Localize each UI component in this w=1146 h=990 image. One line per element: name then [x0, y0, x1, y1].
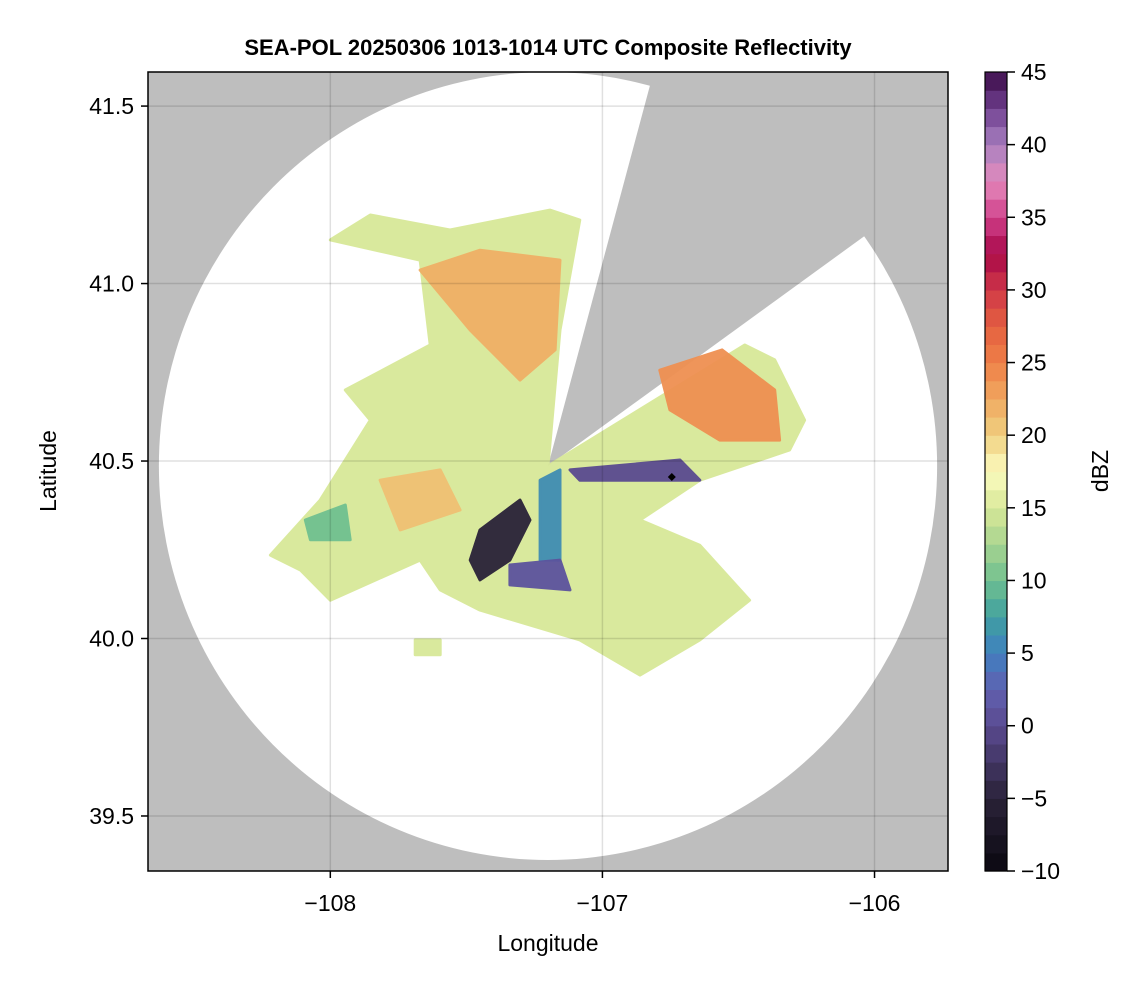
colorbar-tick-label: 30 [1021, 277, 1047, 303]
colorbar-band [985, 108, 1007, 128]
colorbar-band [985, 144, 1007, 164]
colorbar-band [985, 326, 1007, 345]
radar-marker [667, 473, 676, 482]
colorbar-tick-label: 15 [1021, 495, 1047, 521]
y-axis: 39.5 40.0 40.5 41.0 41.5 [89, 93, 148, 829]
colorbar-band [985, 126, 1007, 146]
colorbar-band [985, 852, 1007, 872]
y-tick-label: 40.5 [89, 448, 134, 474]
colorbar-band [985, 598, 1007, 618]
colorbar-band [985, 653, 1007, 672]
plot-area [148, 72, 948, 871]
colorbar-band [985, 525, 1007, 545]
colorbar-tick-label: 25 [1021, 350, 1047, 376]
colorbar-tick-label: 45 [1021, 59, 1047, 85]
colorbar-band [985, 362, 1007, 382]
x-tick-label: −108 [304, 890, 356, 916]
colorbar-tick-label: 35 [1021, 204, 1047, 230]
y-axis-label: Latitude [35, 430, 61, 512]
colorbar-frame [984, 71, 1008, 872]
x-tick-label: −107 [577, 890, 629, 916]
plot-frame [147, 71, 949, 872]
colorbar-band [985, 253, 1007, 273]
echo-region [413, 638, 442, 657]
colorbar-tick-label: 10 [1021, 567, 1047, 593]
colorbar-band [985, 217, 1007, 237]
colorbar-tick-label: 5 [1021, 640, 1034, 666]
colorbar: −10 −5 0 5 10 15 20 25 30 35 40 45 [984, 59, 1060, 884]
colorbar-band [985, 380, 1007, 400]
x-axis: −108 −107 −106 [304, 871, 900, 916]
colorbar-band [985, 507, 1007, 527]
colorbar-band [985, 580, 1007, 600]
echo-region [468, 498, 532, 582]
blocked-sector [548, 72, 948, 466]
colorbar-band [985, 616, 1007, 636]
colorbar-band [985, 344, 1007, 364]
colorbar-band [985, 689, 1007, 709]
y-tick-label: 40.0 [89, 626, 134, 652]
colorbar-band [985, 235, 1007, 255]
colorbar-band [985, 489, 1007, 509]
echo-region [538, 468, 562, 562]
chart-title: SEA-POL 20250306 1013-1014 UTC Composite… [244, 35, 852, 60]
echo-region [378, 468, 462, 532]
colorbar-band [985, 308, 1007, 327]
colorbar-band [985, 162, 1007, 182]
colorbar-band [985, 762, 1007, 781]
colorbar-band [985, 562, 1007, 582]
colorbar-band [985, 780, 1007, 799]
y-tick-label: 41.5 [89, 93, 134, 119]
colorbar-tick-label: 40 [1021, 132, 1047, 158]
colorbar-band [985, 72, 1007, 91]
colorbar-tick-label: −5 [1021, 785, 1047, 811]
colorbar-label: dBZ [1087, 450, 1113, 492]
colorbar-band [985, 544, 1007, 563]
echo-region [568, 458, 702, 482]
echo-region [658, 348, 782, 442]
echo-region [303, 503, 352, 542]
colorbar-band [985, 90, 1007, 109]
colorbar-band [985, 707, 1007, 727]
colorbar-band [985, 398, 1007, 418]
colorbar-band [985, 743, 1007, 763]
colorbar-band [985, 180, 1007, 200]
colorbar-band [985, 471, 1007, 491]
colorbar-band [985, 671, 1007, 691]
colorbar-band [985, 634, 1007, 654]
colorbar-band [985, 271, 1007, 291]
colorbar-band [985, 834, 1007, 854]
echo-region [508, 558, 572, 592]
colorbar-tick-label: 0 [1021, 713, 1034, 739]
colorbar-band [985, 417, 1007, 436]
colorbar-band [985, 816, 1007, 836]
colorbar-band [985, 453, 1007, 473]
colorbar-band [985, 435, 1007, 454]
x-axis-label: Longitude [497, 930, 598, 956]
colorbar-band [985, 798, 1007, 818]
colorbar-band [985, 725, 1007, 745]
echo-region [418, 248, 562, 382]
colorbar-band [985, 289, 1007, 309]
colorbar-tick-label: −10 [1021, 858, 1060, 884]
y-tick-label: 41.0 [89, 271, 134, 297]
colorbar-band [985, 199, 1007, 218]
y-tick-label: 39.5 [89, 803, 134, 829]
colorbar-tick-label: 20 [1021, 422, 1047, 448]
x-tick-label: −106 [849, 890, 901, 916]
